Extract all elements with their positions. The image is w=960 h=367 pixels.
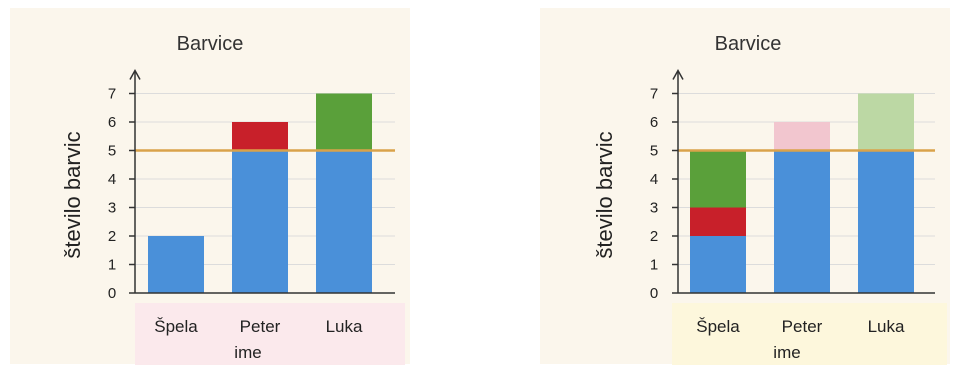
chart-1-bar-segment xyxy=(232,122,288,151)
chart-1-y-tick-label: 1 xyxy=(108,257,116,274)
chart-1-y-tick-label: 4 xyxy=(108,171,116,188)
chart-2-y-axis-arrow xyxy=(672,68,684,80)
chart-2-y-tick-label: 0 xyxy=(650,285,658,302)
chart-1-category-label: Peter xyxy=(240,317,281,336)
chart-1-category-label: Špela xyxy=(154,317,198,336)
chart-2-y-axis-label: število barvic xyxy=(592,131,617,258)
chart-1-bar-segment xyxy=(316,93,372,151)
chart-1-bar-segment xyxy=(232,150,288,293)
chart-1-title: Barvice xyxy=(177,33,244,55)
chart-2-y-tick-label: 3 xyxy=(650,200,658,217)
chart-1-y-axis-label: število barvic xyxy=(60,131,85,258)
chart-2-y-tick-label: 2 xyxy=(650,228,658,245)
chart-1-category-band xyxy=(135,303,405,365)
chart-1-y-tick-label: 5 xyxy=(108,143,116,160)
chart-1-y-axis-arrow xyxy=(129,68,141,80)
chart-1-y-tick-label: 3 xyxy=(108,200,116,217)
chart-1-y-tick-label: 6 xyxy=(108,114,116,131)
chart-2-y-tick-label: 6 xyxy=(650,114,658,131)
chart-2-bar-segment xyxy=(774,122,830,151)
chart-1-category-label: Luka xyxy=(326,317,363,336)
chart-2-category-label: Luka xyxy=(868,317,905,336)
chart-2-x-axis-label: ime xyxy=(773,343,800,362)
chart-2-y-tick-label: 5 xyxy=(650,143,658,160)
chart-2-bar-segment xyxy=(690,150,746,208)
chart-2-title: Barvice xyxy=(715,33,782,55)
chart-2-category-band xyxy=(672,303,947,365)
chart-1-x-axis-label: ime xyxy=(234,343,261,362)
chart-2-category-label: Peter xyxy=(782,317,823,336)
chart-2-bar-segment xyxy=(690,236,746,293)
chart-2-y-tick-label: 1 xyxy=(650,257,658,274)
chart-1-y-tick-label: 0 xyxy=(108,285,116,302)
chart-2-y-tick-label: 7 xyxy=(650,86,658,103)
chart-2-bar-segment xyxy=(774,150,830,293)
chart-2-y-tick-label: 4 xyxy=(650,171,658,188)
chart-1-bar-segment xyxy=(316,150,372,293)
chart-2-bar-segment xyxy=(690,207,746,236)
chart-2-bar-segment xyxy=(858,150,914,293)
chart-1-bar-segment xyxy=(148,236,204,293)
chart-2-bar-segment xyxy=(858,93,914,151)
chart-1-y-tick-label: 7 xyxy=(108,86,116,103)
chart-2-category-label: Špela xyxy=(696,317,740,336)
chart-1-y-tick-label: 2 xyxy=(108,228,116,245)
